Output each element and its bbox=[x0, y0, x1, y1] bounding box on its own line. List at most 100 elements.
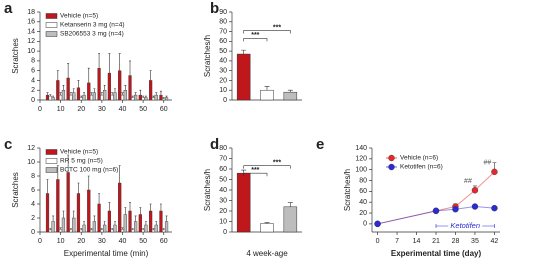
y-tick-label: 12 bbox=[27, 38, 35, 45]
y-tick-label: 100 bbox=[355, 167, 367, 174]
bar bbox=[144, 97, 148, 101]
bar bbox=[159, 94, 163, 101]
data-point bbox=[374, 220, 381, 228]
y-tick-label: 0 bbox=[31, 229, 35, 236]
error-bar bbox=[129, 202, 132, 211]
error-bar bbox=[100, 228, 103, 230]
panel-letter: e bbox=[316, 136, 324, 153]
error-bar bbox=[56, 70, 59, 81]
significance-label: *** bbox=[273, 24, 281, 31]
y-tick-label: 120 bbox=[355, 156, 367, 163]
error-bar bbox=[100, 92, 103, 96]
bar bbox=[107, 210, 111, 233]
bar bbox=[159, 210, 163, 233]
bar bbox=[76, 193, 81, 233]
legend-label: RR 5 mg (n=5) bbox=[60, 158, 103, 165]
bar bbox=[59, 228, 63, 233]
legend-label: Ketanserin 3 mg (n=4) bbox=[60, 22, 125, 29]
data-point bbox=[491, 204, 498, 212]
bar bbox=[66, 77, 70, 101]
error-bar bbox=[287, 89, 293, 93]
panel-letter: a bbox=[4, 0, 13, 17]
legend-swatch bbox=[45, 167, 58, 173]
error-bar bbox=[165, 95, 168, 98]
bar bbox=[92, 92, 96, 101]
error-bar bbox=[62, 210, 65, 218]
bar bbox=[103, 90, 107, 101]
error-bar bbox=[46, 179, 49, 194]
y-tick-label: 50 bbox=[219, 176, 227, 183]
data-point bbox=[491, 168, 498, 176]
x-tick-label: 50 bbox=[139, 238, 147, 245]
annotation: ## bbox=[464, 178, 472, 185]
treatment-label: Ketotifen bbox=[450, 221, 480, 230]
error-bar bbox=[144, 221, 147, 225]
legend-label: Vehicle (n=5) bbox=[60, 13, 98, 20]
data-point bbox=[471, 203, 479, 210]
y-tick-label: 80 bbox=[219, 145, 227, 152]
error-bar bbox=[139, 89, 142, 96]
legend-marker bbox=[388, 154, 395, 162]
treatment-label-bg bbox=[448, 221, 483, 231]
x-tick-label: 0 bbox=[38, 238, 42, 245]
bar bbox=[113, 92, 117, 101]
error-bar bbox=[98, 53, 101, 69]
legend-label: Vehicle (n=5) bbox=[60, 149, 98, 156]
y-tick-label: 4 bbox=[31, 201, 35, 208]
error-bar bbox=[152, 95, 155, 98]
bar bbox=[151, 97, 156, 101]
y-axis-label: Scratches/h bbox=[343, 169, 352, 211]
x-tick-label: 40 bbox=[119, 106, 127, 113]
bar bbox=[164, 97, 169, 101]
y-tick-label: 2 bbox=[31, 87, 35, 94]
error-bar bbox=[241, 169, 247, 174]
y-axis-label: Scratches bbox=[11, 38, 20, 74]
data-point bbox=[432, 207, 440, 215]
error-bar bbox=[83, 221, 86, 225]
bar bbox=[283, 206, 298, 233]
error-bar bbox=[72, 88, 75, 93]
bar bbox=[72, 217, 76, 233]
bar bbox=[51, 221, 55, 233]
error-bar bbox=[98, 193, 101, 204]
x-tick-label: 10 bbox=[57, 238, 65, 245]
y-tick-label: 6 bbox=[31, 68, 35, 75]
y-axis-label: Scratches/h bbox=[203, 169, 212, 211]
bar bbox=[82, 224, 86, 233]
y-tick-label: 20 bbox=[359, 210, 367, 217]
bar bbox=[45, 94, 50, 101]
y-tick-label: 16 bbox=[27, 19, 35, 26]
error-bar bbox=[165, 215, 168, 222]
error-bar bbox=[159, 90, 162, 96]
bar bbox=[97, 68, 101, 101]
x-tick-label: 20 bbox=[77, 106, 85, 113]
bar bbox=[134, 221, 138, 233]
error-bar bbox=[287, 202, 293, 207]
bar bbox=[66, 172, 70, 233]
bar bbox=[61, 217, 66, 233]
bar bbox=[61, 90, 66, 101]
x-tick-label: 40 bbox=[119, 238, 127, 245]
y-tick-label: 10 bbox=[219, 218, 227, 225]
error-bar bbox=[121, 92, 124, 96]
error-bar bbox=[59, 92, 62, 96]
bar bbox=[260, 89, 274, 101]
error-bar bbox=[90, 228, 93, 230]
bar bbox=[56, 80, 60, 101]
error-bar bbox=[118, 53, 121, 71]
bar bbox=[131, 229, 135, 233]
error-bar bbox=[62, 85, 65, 91]
error-bar bbox=[149, 70, 152, 81]
error-bar bbox=[87, 67, 90, 83]
error-bar bbox=[149, 203, 152, 211]
bar bbox=[45, 193, 50, 233]
bar bbox=[89, 94, 94, 101]
x-tick-label: 60 bbox=[160, 238, 168, 245]
error-bar bbox=[155, 92, 158, 96]
bar bbox=[154, 94, 158, 101]
y-tick-label: 12 bbox=[27, 145, 35, 152]
legend-label: Ketotifen (n=6) bbox=[400, 164, 443, 171]
bar bbox=[59, 94, 63, 101]
error-bar bbox=[77, 182, 80, 194]
